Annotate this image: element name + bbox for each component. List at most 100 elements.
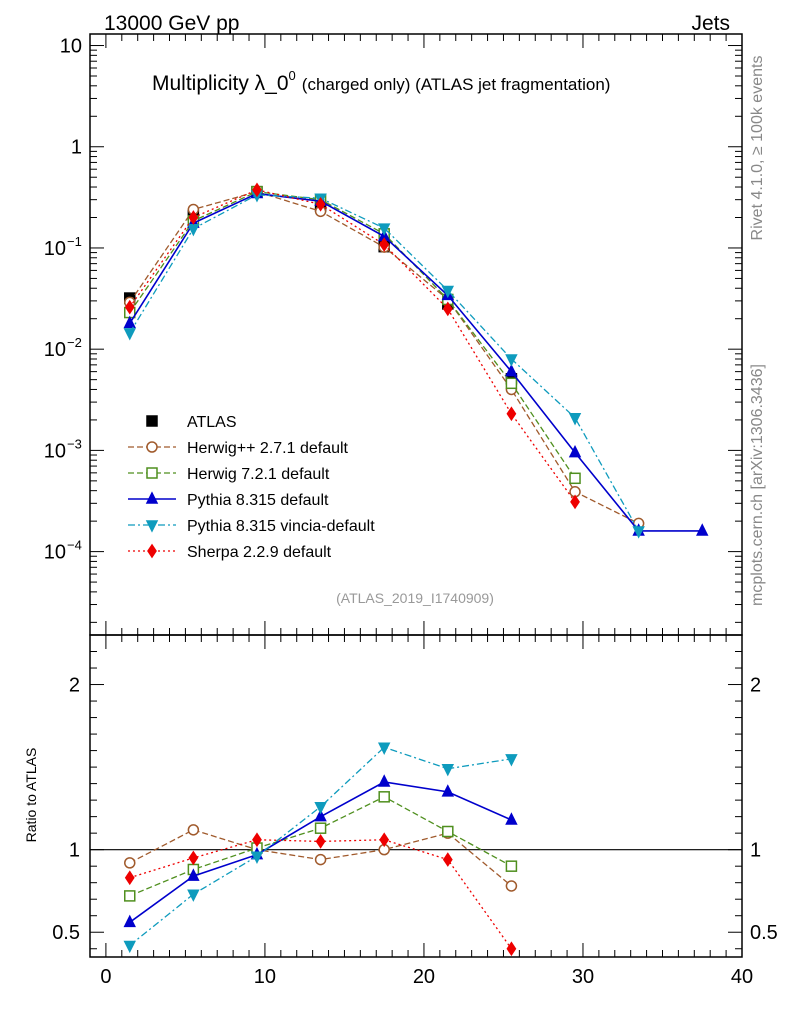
series-5: [124, 182, 580, 957]
ratio-point: [442, 852, 453, 867]
ratio-point: [188, 850, 199, 866]
y-tick-base: 10: [44, 238, 66, 260]
legend-item: Herwig 7.2.1 default: [128, 466, 330, 483]
title-rest: (charged only) (ATLAS jet fragmentation): [302, 75, 611, 94]
ratio-point: [314, 822, 327, 834]
y-tick-base: 10: [44, 339, 66, 361]
ratio-point: [123, 914, 136, 928]
data-point: [570, 494, 580, 510]
legend-item: Pythia 8.315 vincia-default: [128, 518, 375, 535]
ratio-point: [187, 824, 200, 836]
legend-item: ATLAS: [146, 414, 237, 431]
y-tick-label: 10: [60, 36, 82, 58]
ratio-point: [506, 941, 517, 957]
y-tick-exponent: −4: [67, 538, 82, 553]
rivet-label: Rivet 4.1.0, ≥ 100k events: [749, 56, 766, 241]
legend-item: Sherpa 2.2.9 default: [128, 543, 332, 561]
ratio-y-tick-label-right: 0.5: [750, 922, 778, 944]
mcplots-label: mcplots.cern.ch [arXiv:1306.3436]: [749, 364, 766, 606]
data-point: [124, 299, 135, 315]
ratio-ylabel: Ratio to ATLAS: [23, 748, 39, 843]
header-category: Jets: [691, 12, 730, 35]
series-line: [129, 194, 640, 532]
data-point: [442, 301, 453, 317]
ratio-panel-frame: [89, 634, 743, 958]
ratio-y-tick-label: 2: [69, 675, 80, 697]
ratio-point: [314, 853, 327, 866]
series-line: [129, 189, 576, 503]
y-tick-label: 10: [44, 339, 66, 361]
legend: ATLAS Herwig++ 2.7.1 default Herwig 7.2.1 …: [128, 414, 375, 561]
legend-marker: [147, 543, 157, 559]
ratio-y-tick-label-right: 1: [750, 840, 761, 862]
ratio-point: [505, 880, 518, 892]
ratio-point: [441, 784, 455, 797]
ratio-y-tick-label-right: 2: [750, 675, 761, 697]
ratio-point: [187, 889, 200, 902]
header-process: 13000 GeV pp: [104, 12, 239, 35]
data-point: [568, 444, 582, 458]
data-point: [188, 210, 199, 225]
ratio-y-tick-label: 0.5: [52, 922, 80, 944]
legend-marker: [146, 415, 158, 427]
y-tick-exponent: −2: [67, 335, 82, 350]
ratio-point: [379, 832, 390, 848]
ratio-point: [505, 754, 518, 767]
title-main: Multiplicity λ_0: [152, 72, 289, 95]
y-tick-exponent: −1: [67, 234, 82, 249]
ratio-point: [123, 940, 136, 954]
ratio-point: [377, 774, 391, 787]
legend-label: Pythia 8.315 vincia-default: [187, 518, 375, 535]
data-point: [505, 377, 518, 390]
ratio-point: [441, 764, 455, 777]
series-line: [129, 190, 576, 479]
x-tick-label: 20: [413, 966, 435, 988]
ratio-point: [505, 812, 518, 825]
data-point: [441, 285, 455, 299]
legend-label: Herwig++ 2.7.1 default: [187, 440, 349, 457]
data-point: [632, 526, 645, 539]
series-line: [129, 192, 703, 532]
data-point: [568, 413, 582, 426]
legend-label: Sherpa 2.2.9 default: [187, 544, 332, 561]
ratio-point: [187, 868, 200, 881]
x-tick-label: 10: [254, 966, 276, 988]
data-point: [505, 354, 518, 367]
legend-item: Herwig++ 2.7.1 default: [128, 440, 349, 457]
data-point: [315, 196, 326, 212]
ratio-point: [124, 870, 135, 886]
ratio-point: [314, 801, 327, 815]
legend-marker: [145, 520, 159, 533]
data-point: [377, 223, 391, 236]
y-tick-base: 10: [44, 542, 66, 564]
series-layer: [123, 182, 709, 957]
legend-label: Pythia 8.315 default: [187, 492, 329, 509]
ratio-point: [442, 825, 454, 838]
data-point: [252, 182, 262, 198]
y-tick-label: 10: [44, 238, 66, 260]
ratio-point: [252, 832, 262, 848]
plot-title: Multiplicity λ_00 (charged only) (ATLAS j…: [152, 68, 610, 95]
ratio-point: [378, 791, 390, 803]
ratio-point: [124, 857, 136, 869]
legend-item: Pythia 8.315 default: [128, 491, 329, 509]
ratio-point: [314, 808, 327, 822]
svg-text:Multiplicity λ_00(charged only: Multiplicity λ_00 (charged only) (ATLAS j…: [152, 68, 610, 95]
analysis-tag: (ATLAS_2019_I1740909): [336, 590, 494, 606]
ratio-point: [124, 890, 136, 902]
title-superscript: 0: [289, 68, 296, 83]
data-point: [123, 328, 136, 341]
legend-marker: [146, 441, 158, 453]
x-tick-label: 30: [572, 966, 594, 988]
ratio-point: [505, 860, 518, 872]
data-point: [506, 406, 517, 422]
y-tick-base: 10: [44, 440, 66, 462]
data-point: [379, 237, 390, 252]
y-tick-label: 10: [44, 542, 66, 564]
data-point: [505, 363, 518, 377]
y-tick-exponent: −3: [67, 436, 82, 451]
ratio-point: [377, 742, 391, 755]
y-tick-label: 1: [71, 137, 82, 159]
y-tick-label: 10: [44, 440, 66, 462]
legend-marker: [146, 467, 158, 479]
